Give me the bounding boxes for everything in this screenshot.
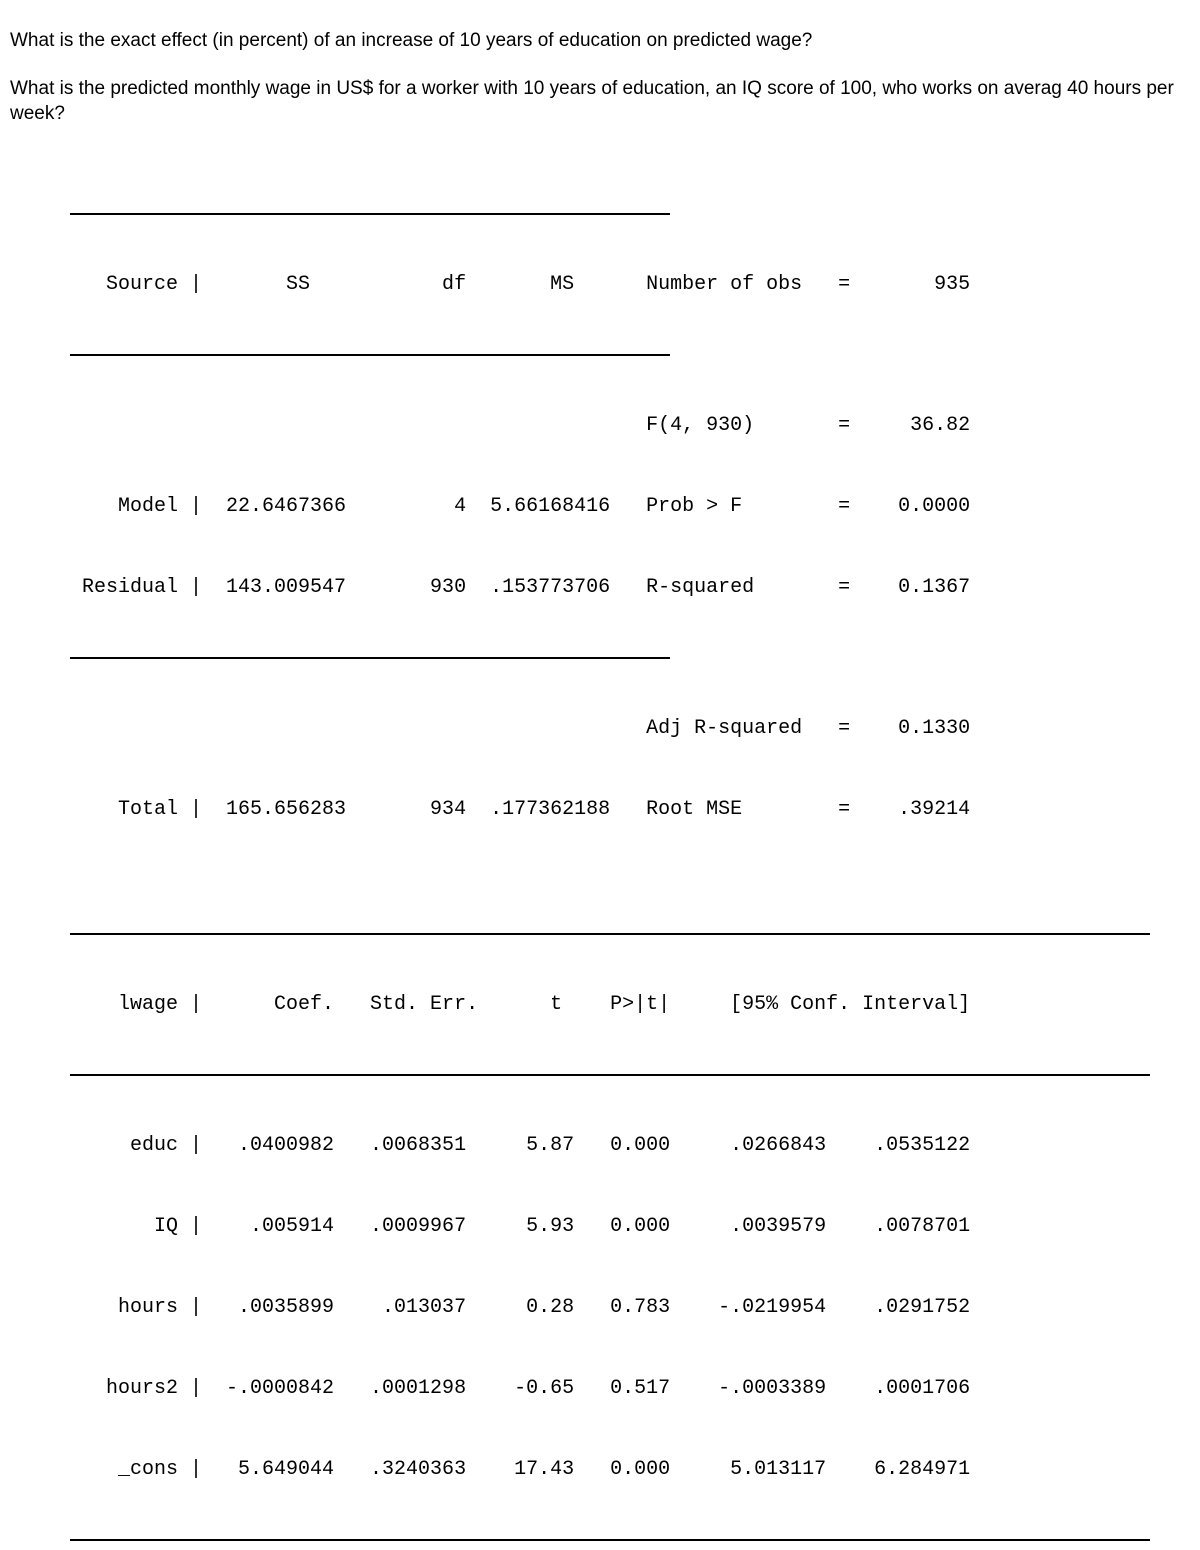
- question-1: What is the exact effect (in percent) of…: [10, 28, 1190, 54]
- rule: [70, 1539, 1150, 1541]
- coef-row-iq: IQ | .005914 .0009967 5.93 0.000 .003957…: [70, 1213, 1190, 1240]
- anova-residual-row: Residual | 143.009547 930 .153773706 R-s…: [70, 574, 1190, 601]
- rule: [70, 933, 1150, 935]
- anova-adjr2-line: Adj R-squared = 0.1330: [70, 715, 1190, 742]
- anova-f-line: F(4, 930) = 36.82: [70, 412, 1190, 439]
- rule: [70, 657, 670, 659]
- coef-header: lwage | Coef. Std. Err. t P>|t| [95% Con…: [70, 991, 1190, 1018]
- question-2: What is the predicted monthly wage in US…: [10, 76, 1190, 127]
- rule: [70, 213, 670, 215]
- coef-row-hours2: hours2 | -.0000842 .0001298 -0.65 0.517 …: [70, 1375, 1190, 1402]
- coef-row-hours: hours | .0035899 .013037 0.28 0.783 -.02…: [70, 1294, 1190, 1321]
- anova-header: Source | SS df MS Number of obs = 935: [70, 271, 1190, 298]
- stata-output: Source | SS df MS Number of obs = 935 F(…: [70, 157, 1190, 1550]
- anova-total-row: Total | 165.656283 934 .177362188 Root M…: [70, 796, 1190, 823]
- coef-row-cons: _cons | 5.649044 .3240363 17.43 0.000 5.…: [70, 1456, 1190, 1483]
- coef-row-educ: educ | .0400982 .0068351 5.87 0.000 .026…: [70, 1132, 1190, 1159]
- anova-model-row: Model | 22.6467366 4 5.66168416 Prob > F…: [70, 493, 1190, 520]
- rule: [70, 354, 670, 356]
- rule: [70, 1074, 1150, 1076]
